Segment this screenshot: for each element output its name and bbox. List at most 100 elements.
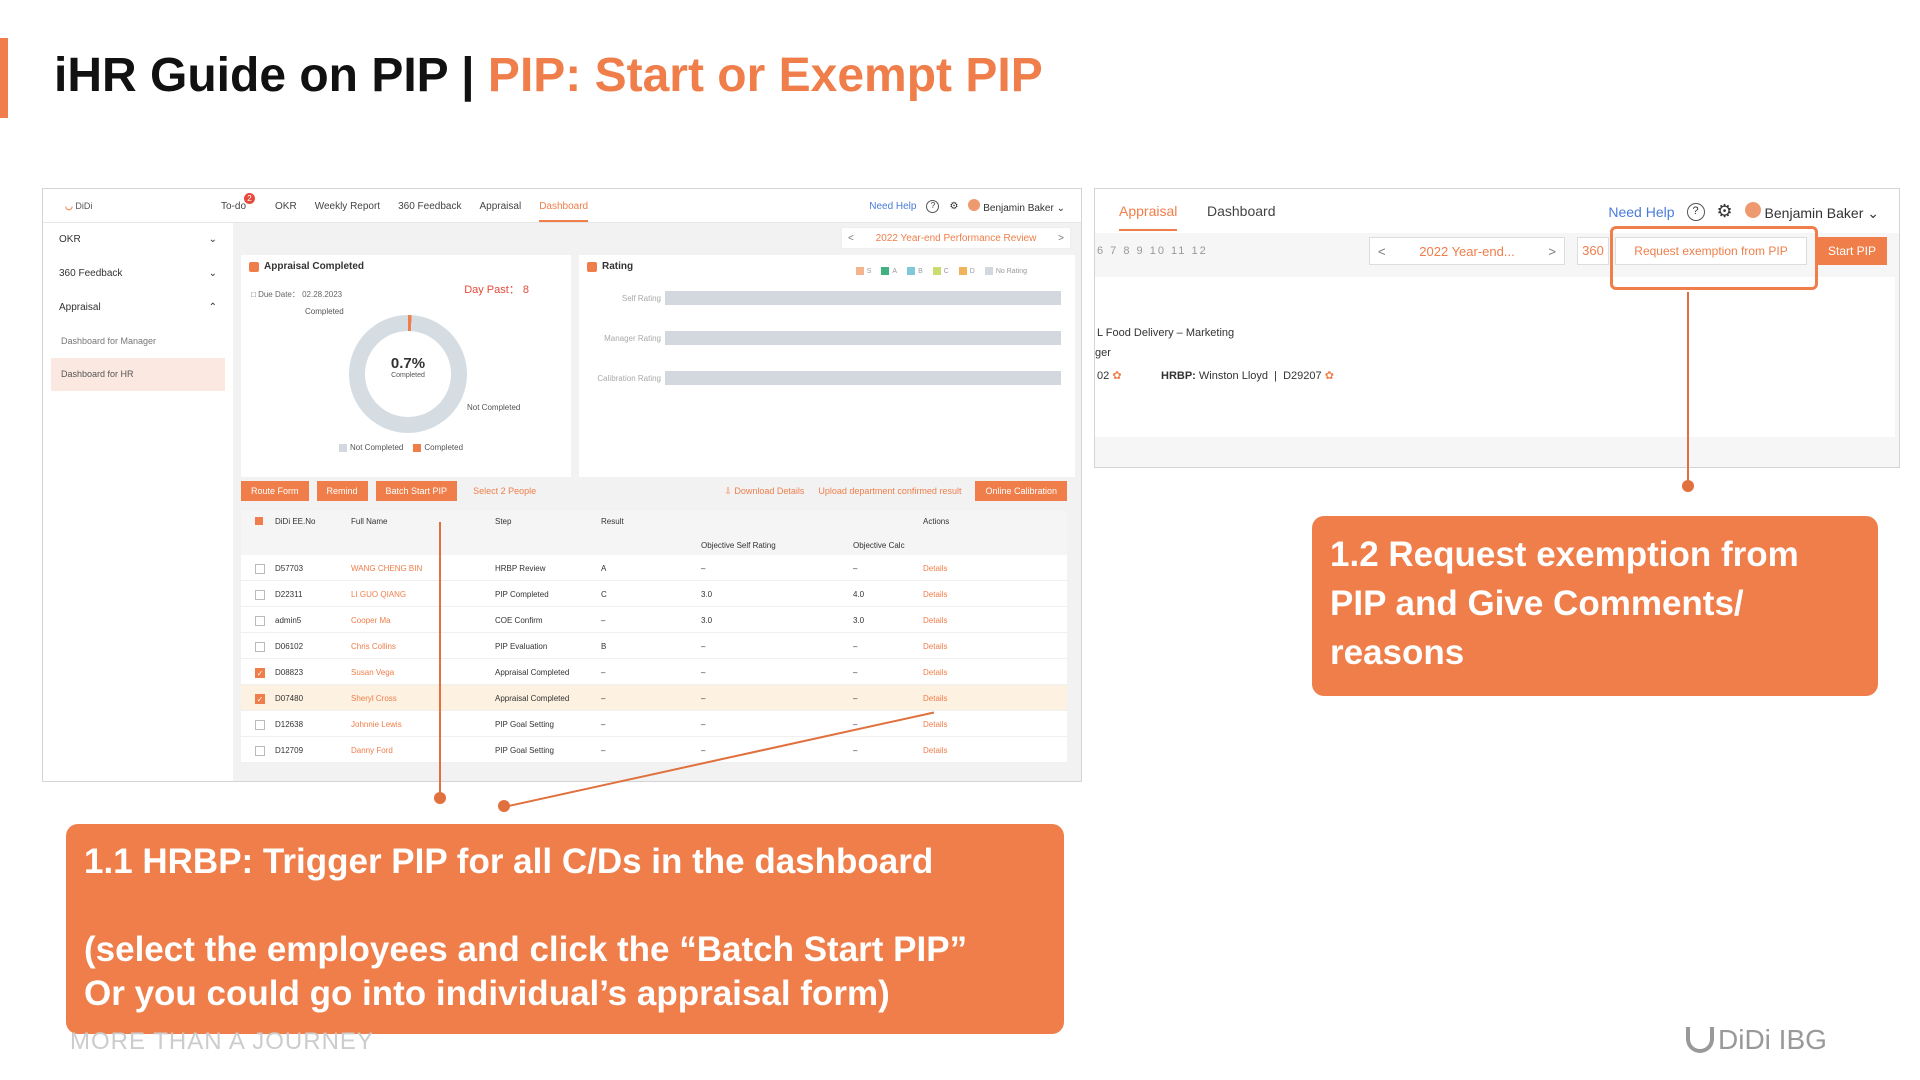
row-checkbox[interactable] — [255, 642, 265, 652]
nav-dashboard[interactable]: Dashboard — [539, 201, 589, 222]
orange-icon: ✿ — [1324, 370, 1334, 382]
details-link[interactable]: Details — [923, 564, 948, 573]
employee-department: L Food Delivery – Marketing — [1097, 327, 1235, 339]
details-link[interactable]: Details — [923, 668, 948, 677]
rating-row-manager: Manager Rating — [579, 331, 1075, 345]
rating-row-self: Self Rating — [579, 291, 1075, 305]
sidebar: OKR ⌄ 360 Feedback ⌄ Appraisal ⌃ Dashboard … — [43, 223, 233, 781]
tab-appraisal[interactable]: Appraisal — [1119, 203, 1178, 231]
nav-appraisal[interactable]: Appraisal — [479, 201, 522, 212]
details-link[interactable]: Details — [923, 590, 948, 599]
cell-result: B — [601, 642, 607, 651]
cell-name[interactable]: WANG CHENG BIN — [351, 564, 423, 573]
sidebar-item-dashboard-manager[interactable]: Dashboard for Manager — [61, 336, 157, 346]
details-link[interactable]: Details — [923, 616, 948, 625]
legend-swatch — [984, 267, 993, 275]
header-obj-calc: Objective Calc — [853, 541, 905, 550]
card-title: Appraisal Completed — [241, 255, 571, 278]
row-checkbox[interactable] — [255, 590, 265, 600]
cell-name[interactable]: Danny Ford — [351, 746, 393, 755]
select-all-checkbox[interactable] — [255, 517, 263, 525]
cell-id: admin5 — [275, 616, 302, 625]
orange-icon: ✿ — [1112, 370, 1122, 382]
cell-calc: – — [853, 564, 858, 573]
legend-a: A — [881, 267, 897, 275]
nav-todo[interactable]: To-do2 — [221, 193, 257, 222]
cell-id: D12709 — [275, 746, 304, 755]
details-link[interactable]: Details — [923, 694, 948, 703]
table-actions: Route Form Remind Batch Start PIP Select… — [241, 481, 536, 501]
batch-start-pip-button[interactable]: Batch Start PIP — [375, 481, 458, 501]
row-checkbox[interactable] — [255, 616, 265, 626]
row-checkbox[interactable] — [255, 564, 265, 574]
sidebar-item-360-feedback[interactable]: 360 Feedback ⌄ — [43, 257, 233, 291]
rating-bar — [665, 331, 1061, 345]
download-details-link[interactable]: ⇩ Download Details — [724, 486, 804, 497]
details-link[interactable]: Details — [923, 642, 948, 651]
360-button[interactable]: 360 — [1577, 237, 1609, 265]
callout-text: 1.2 Request exemption from PIP and Give … — [1330, 535, 1799, 672]
review-selector[interactable]: < 2022 Year-end... > — [1369, 237, 1565, 265]
sidebar-item-appraisal[interactable]: Appraisal ⌃ — [43, 291, 233, 325]
details-link[interactable]: Details — [923, 720, 948, 729]
cell-step: Appraisal Completed — [495, 668, 570, 677]
table-row: admin5 Cooper Ma COE Confirm – 3.0 3.0 Details — [241, 607, 1067, 633]
help-icon[interactable]: ? — [926, 200, 940, 213]
remind-button[interactable]: Remind — [316, 481, 368, 501]
chevron-left-icon[interactable]: < — [848, 232, 854, 244]
cell-name[interactable]: Cooper Ma — [351, 616, 391, 625]
nav-okr[interactable]: OKR — [275, 201, 297, 212]
online-calibration-button[interactable]: Online Calibration — [975, 481, 1067, 501]
start-pip-button[interactable]: Start PIP — [1817, 237, 1887, 265]
chevron-up-icon: ⌃ — [208, 302, 217, 313]
request-exemption-button[interactable]: Request exemption from PIP — [1615, 237, 1807, 265]
nav-weekly-report[interactable]: Weekly Report — [314, 201, 381, 212]
sidebar-item-okr[interactable]: OKR ⌄ — [43, 223, 233, 257]
gear-icon[interactable]: ⚙ — [1716, 201, 1733, 221]
chevron-left-icon[interactable]: < — [1378, 243, 1386, 259]
row-checkbox[interactable]: ✓ — [255, 694, 265, 704]
due-date: □ Due Date： 02.28.2023 — [251, 290, 343, 299]
cell-name[interactable]: Chris Collins — [351, 642, 396, 651]
cell-name[interactable]: Sheryl Cross — [351, 694, 397, 703]
gear-icon[interactable]: ⚙ — [949, 201, 959, 212]
cell-name[interactable]: Johnnie Lewis — [351, 720, 402, 729]
cell-calc: – — [853, 668, 858, 677]
sidebar-item-dashboard-hr[interactable]: Dashboard for HR — [51, 358, 225, 391]
download-icon: ⇩ — [724, 485, 732, 496]
employee-id-row: 02 ✿ — [1097, 369, 1122, 382]
need-help-link[interactable]: Need Help — [1608, 203, 1675, 220]
user-menu[interactable]: Benjamin Baker ⌄ — [1744, 201, 1879, 222]
user-menu[interactable]: Benjamin Baker ⌄ — [968, 199, 1065, 214]
user-name: Benjamin Baker — [983, 203, 1054, 214]
chevron-right-icon[interactable]: > — [1548, 243, 1556, 259]
title-sub: PIP: Start or Exempt PIP — [487, 49, 1043, 102]
chevron-right-icon[interactable]: > — [1058, 232, 1064, 244]
row-checkbox[interactable] — [255, 720, 265, 730]
review-name: 2022 Year-end Performance Review — [875, 232, 1037, 244]
upload-result-link[interactable]: Upload department confirmed result — [818, 486, 962, 496]
nav-todo-label: To-do — [221, 201, 247, 212]
cell-result: C — [601, 590, 607, 599]
need-help-link[interactable]: Need Help — [869, 201, 917, 212]
legend-label: B — [918, 267, 923, 275]
cell-name[interactable]: LI GUO QIANG — [351, 590, 407, 599]
route-form-button[interactable]: Route Form — [241, 481, 309, 501]
rating-row-label: Calibration Rating — [597, 373, 661, 383]
nav-360-feedback[interactable]: 360 Feedback — [398, 201, 462, 212]
legend-c: C — [932, 267, 949, 275]
row-checkbox[interactable]: ✓ — [255, 668, 265, 678]
cell-self: – — [701, 694, 706, 703]
review-selector[interactable]: < 2022 Year-end Performance Review > — [841, 227, 1071, 249]
due-date-text: Due Date： 02.28.2023 — [258, 290, 343, 299]
details-link[interactable]: Details — [923, 746, 948, 755]
cell-calc: 4.0 — [853, 590, 865, 599]
legend-d: D — [958, 267, 975, 275]
chevron-down-icon: ⌄ — [1056, 203, 1065, 214]
appraisal-completed-card: Appraisal Completed Day Past： 8 □ Due Da… — [241, 255, 571, 477]
row-checkbox[interactable] — [255, 746, 265, 756]
help-icon[interactable]: ? — [1686, 202, 1705, 221]
table-row: D12638 Johnnie Lewis PIP Goal Setting – – – De… — [241, 711, 1067, 737]
tab-dashboard[interactable]: Dashboard — [1207, 203, 1276, 219]
cell-name[interactable]: Susan Vega — [351, 668, 395, 677]
